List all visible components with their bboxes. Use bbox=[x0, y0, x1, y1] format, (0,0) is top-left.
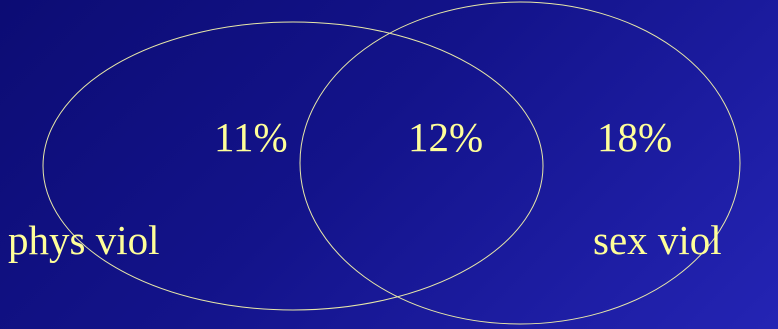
sex-viol-only-percentage: 18% bbox=[597, 114, 673, 160]
phys-viol-label: phys viol bbox=[8, 217, 160, 263]
phys-viol-circle bbox=[42, 21, 544, 311]
phys-viol-only-percentage: 11% bbox=[214, 114, 288, 160]
overlap-percentage: 12% bbox=[408, 114, 484, 160]
sex-viol-circle bbox=[299, 1, 741, 325]
sex-viol-label: sex viol bbox=[593, 217, 722, 263]
